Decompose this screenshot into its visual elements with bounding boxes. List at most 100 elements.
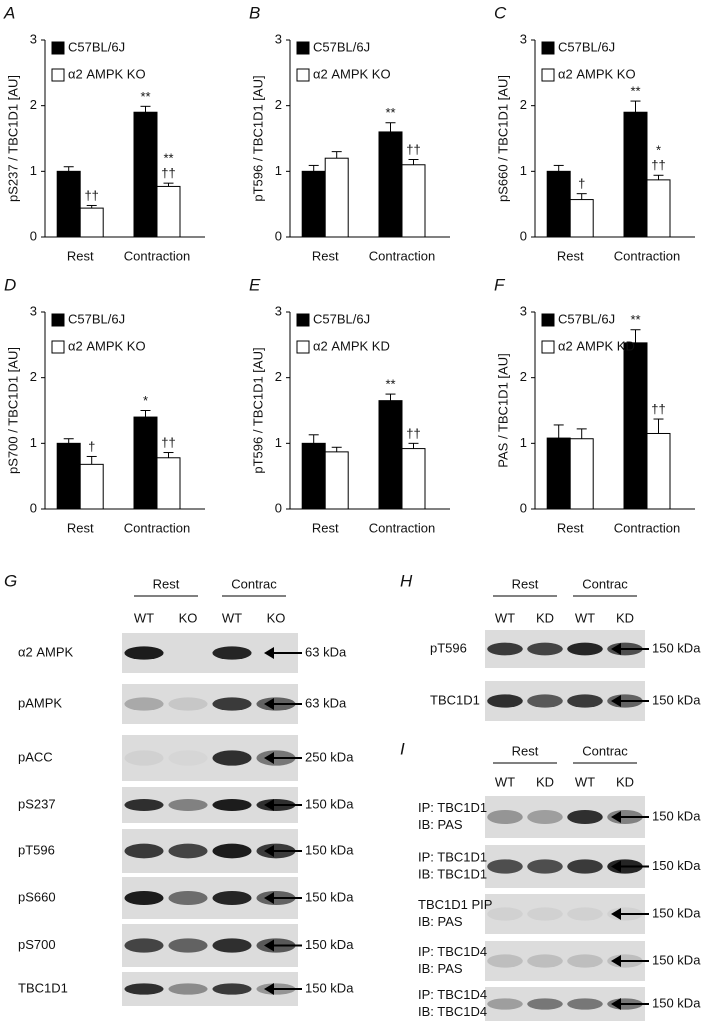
arrow-head xyxy=(611,811,621,823)
row-label: IB: PAS xyxy=(418,961,463,976)
panel-label: I xyxy=(400,739,405,758)
lane-label: KD xyxy=(536,774,554,789)
panel-label: C xyxy=(494,3,507,22)
significance-label: †† xyxy=(406,426,420,441)
error-bar xyxy=(408,442,419,449)
bar xyxy=(546,437,571,510)
y-axis-label: pS237 / TBC1D1 [AU] xyxy=(5,75,20,202)
bar xyxy=(56,170,81,238)
y-tick-label: 3 xyxy=(275,31,282,46)
y-tick-label: 3 xyxy=(520,303,527,318)
legend-swatch xyxy=(541,41,555,55)
y-tick-label: 1 xyxy=(275,163,282,178)
blot-band xyxy=(487,998,523,1010)
y-tick-label: 1 xyxy=(30,163,37,178)
blot-band xyxy=(567,907,603,921)
blot-band xyxy=(487,810,523,824)
bar xyxy=(324,157,349,238)
bar xyxy=(156,185,181,238)
bar xyxy=(646,432,671,510)
row-label: IB: PAS xyxy=(418,914,463,929)
error-bar xyxy=(630,100,641,113)
legend-label: C57BL/6J xyxy=(68,39,125,54)
y-tick-label: 0 xyxy=(520,228,527,243)
blot-band xyxy=(168,750,207,765)
blot-band xyxy=(527,859,563,874)
lane-label: WT xyxy=(222,610,242,625)
error-bar xyxy=(140,105,151,113)
x-tick-label: Contraction xyxy=(614,520,680,535)
x-tick-label: Rest xyxy=(312,248,339,263)
arrow-head xyxy=(264,799,274,811)
y-tick-label: 3 xyxy=(30,303,37,318)
y-tick-label: 0 xyxy=(275,228,282,243)
error-bar xyxy=(140,410,151,418)
x-tick-label: Rest xyxy=(67,248,94,263)
y-tick-label: 2 xyxy=(30,369,37,384)
legend-swatch xyxy=(51,313,65,327)
legend-label: α2 AMPK KD xyxy=(313,338,390,353)
blot-band xyxy=(168,938,208,953)
legend-swatch xyxy=(51,41,65,55)
size-label: 150 kDa xyxy=(305,980,354,995)
lane-label: KO xyxy=(267,610,286,625)
significance-label: † xyxy=(578,176,585,191)
bar xyxy=(133,111,158,238)
y-axis-label: pT596 / TBC1D1 [AU] xyxy=(250,75,265,201)
blot-band xyxy=(124,646,164,660)
error-bar xyxy=(385,122,396,132)
error-bar xyxy=(331,446,342,452)
arrow-head xyxy=(264,698,274,710)
arrow-head xyxy=(264,752,274,764)
error-bar xyxy=(308,434,319,444)
row-label: IP: TBC1D4 xyxy=(418,987,487,1002)
significance-label: * xyxy=(656,143,661,158)
error-bar xyxy=(163,182,174,187)
bar xyxy=(79,463,104,510)
size-label: 150 kDa xyxy=(305,937,354,952)
bar xyxy=(324,451,349,510)
y-tick-label: 1 xyxy=(520,163,527,178)
blot-band xyxy=(527,998,563,1010)
row-label: α2 AMPK xyxy=(18,644,74,659)
lane-label: WT xyxy=(575,610,595,625)
blot-band xyxy=(124,938,164,953)
size-label: 150 kDa xyxy=(305,842,354,857)
blot-band xyxy=(527,907,563,921)
y-tick-label: 0 xyxy=(30,228,37,243)
size-label: 150 kDa xyxy=(652,858,701,873)
legend-swatch xyxy=(296,68,310,82)
group-label: Rest xyxy=(512,576,539,591)
row-label: pS700 xyxy=(18,937,56,952)
blot-band xyxy=(212,843,252,859)
y-axis-label: pS700 / TBC1D1 [AU] xyxy=(5,347,20,474)
error-bar xyxy=(408,159,419,165)
blot-band xyxy=(168,843,208,859)
error-bar xyxy=(331,151,342,159)
row-label: IP: TBC1D4 xyxy=(418,944,487,959)
row-label: pT596 xyxy=(18,842,55,857)
size-label: 150 kDa xyxy=(652,692,701,707)
x-tick-label: Contraction xyxy=(369,520,435,535)
lane-label: WT xyxy=(495,774,515,789)
error-bar xyxy=(653,174,664,180)
blot-band xyxy=(487,642,523,656)
y-tick-label: 0 xyxy=(30,500,37,515)
blot-band xyxy=(168,697,208,711)
significance-label: †† xyxy=(651,401,665,416)
legend-label: α2 AMPK KO xyxy=(558,66,636,81)
size-label: 150 kDa xyxy=(305,796,354,811)
row-label: pACC xyxy=(18,749,53,764)
group-label: Contrac xyxy=(582,576,628,591)
bar xyxy=(378,131,403,238)
significance-label: ** xyxy=(630,84,640,99)
significance-label: †† xyxy=(406,142,420,157)
legend-label: α2 AMPK KO xyxy=(313,66,391,81)
bar xyxy=(569,438,594,510)
blot-band xyxy=(567,998,603,1010)
legend-label: C57BL/6J xyxy=(558,39,615,54)
row-label: IB: TBC1D4 xyxy=(418,1004,487,1019)
blot-band xyxy=(212,891,252,905)
blot-band xyxy=(487,954,523,968)
size-label: 150 kDa xyxy=(652,640,701,655)
